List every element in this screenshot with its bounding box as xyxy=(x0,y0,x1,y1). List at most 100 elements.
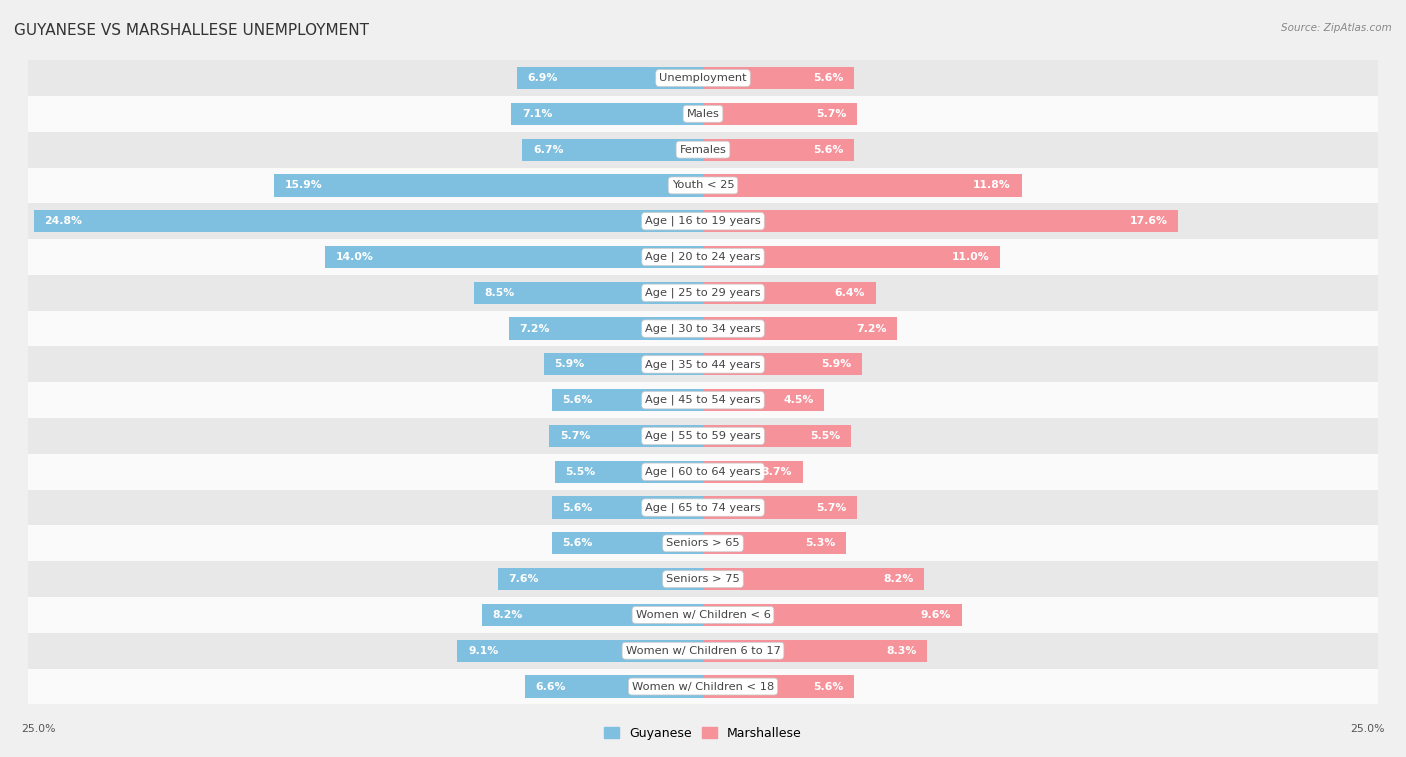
Bar xyxy=(550,425,703,447)
Text: 14.0%: 14.0% xyxy=(336,252,374,262)
Text: 5.9%: 5.9% xyxy=(821,360,852,369)
Bar xyxy=(551,532,703,554)
Text: 11.0%: 11.0% xyxy=(952,252,990,262)
Bar xyxy=(703,210,1178,232)
Text: Age | 30 to 34 years: Age | 30 to 34 years xyxy=(645,323,761,334)
Bar xyxy=(703,103,856,125)
Bar xyxy=(509,317,703,340)
Bar xyxy=(28,454,1378,490)
Text: 5.7%: 5.7% xyxy=(815,503,846,512)
Text: 5.7%: 5.7% xyxy=(560,431,591,441)
Text: Seniors > 75: Seniors > 75 xyxy=(666,574,740,584)
Text: 5.3%: 5.3% xyxy=(804,538,835,548)
Bar xyxy=(28,60,1378,96)
Bar xyxy=(498,568,703,590)
Bar xyxy=(28,310,1378,347)
Text: 25.0%: 25.0% xyxy=(21,724,56,734)
Text: 7.6%: 7.6% xyxy=(509,574,538,584)
Bar xyxy=(703,675,855,698)
Text: Age | 45 to 54 years: Age | 45 to 54 years xyxy=(645,395,761,406)
Text: 15.9%: 15.9% xyxy=(284,180,322,191)
Bar xyxy=(544,354,703,375)
Bar xyxy=(28,597,1378,633)
Text: 6.9%: 6.9% xyxy=(527,73,558,83)
Bar xyxy=(703,317,897,340)
Bar xyxy=(554,461,703,483)
Text: 5.6%: 5.6% xyxy=(562,503,593,512)
Bar xyxy=(703,640,927,662)
Text: 8.2%: 8.2% xyxy=(883,574,914,584)
Bar xyxy=(28,96,1378,132)
Text: Females: Females xyxy=(679,145,727,154)
Text: Age | 25 to 29 years: Age | 25 to 29 years xyxy=(645,288,761,298)
Text: 6.6%: 6.6% xyxy=(536,681,567,692)
Bar xyxy=(28,347,1378,382)
Bar xyxy=(325,246,703,268)
Bar xyxy=(703,604,962,626)
Bar xyxy=(517,67,703,89)
Bar xyxy=(28,167,1378,204)
Bar xyxy=(703,425,852,447)
Text: Women w/ Children 6 to 17: Women w/ Children 6 to 17 xyxy=(626,646,780,656)
Text: 9.6%: 9.6% xyxy=(921,610,952,620)
Text: Age | 55 to 59 years: Age | 55 to 59 years xyxy=(645,431,761,441)
Bar xyxy=(28,132,1378,167)
Bar xyxy=(28,239,1378,275)
Text: 25.0%: 25.0% xyxy=(1350,724,1385,734)
Text: 6.7%: 6.7% xyxy=(533,145,564,154)
Text: Women w/ Children < 6: Women w/ Children < 6 xyxy=(636,610,770,620)
Bar xyxy=(551,497,703,519)
Bar xyxy=(703,389,824,411)
Bar xyxy=(28,668,1378,705)
Text: 5.7%: 5.7% xyxy=(815,109,846,119)
Text: Age | 20 to 24 years: Age | 20 to 24 years xyxy=(645,252,761,262)
Bar xyxy=(703,246,1000,268)
Bar xyxy=(274,174,703,197)
Bar xyxy=(512,103,703,125)
Text: 11.8%: 11.8% xyxy=(973,180,1011,191)
Bar xyxy=(28,561,1378,597)
Bar xyxy=(28,382,1378,418)
Bar xyxy=(482,604,703,626)
Text: Age | 60 to 64 years: Age | 60 to 64 years xyxy=(645,466,761,477)
Bar xyxy=(28,633,1378,668)
Text: Age | 65 to 74 years: Age | 65 to 74 years xyxy=(645,503,761,512)
Text: Seniors > 65: Seniors > 65 xyxy=(666,538,740,548)
Bar xyxy=(703,461,803,483)
Text: Unemployment: Unemployment xyxy=(659,73,747,83)
Text: 3.7%: 3.7% xyxy=(762,467,792,477)
Text: 5.9%: 5.9% xyxy=(554,360,585,369)
Bar xyxy=(522,139,703,160)
Text: 7.2%: 7.2% xyxy=(519,323,550,334)
Bar xyxy=(28,490,1378,525)
Text: 4.5%: 4.5% xyxy=(783,395,814,405)
Bar xyxy=(703,532,846,554)
Text: 5.6%: 5.6% xyxy=(813,73,844,83)
Text: Males: Males xyxy=(686,109,720,119)
Text: 5.6%: 5.6% xyxy=(813,681,844,692)
Bar xyxy=(703,174,1022,197)
Text: 5.6%: 5.6% xyxy=(562,395,593,405)
Text: 8.3%: 8.3% xyxy=(886,646,917,656)
Text: Youth < 25: Youth < 25 xyxy=(672,180,734,191)
Text: 8.2%: 8.2% xyxy=(492,610,523,620)
Text: 24.8%: 24.8% xyxy=(45,217,83,226)
Legend: Guyanese, Marshallese: Guyanese, Marshallese xyxy=(599,722,807,745)
Bar xyxy=(703,139,855,160)
Text: 9.1%: 9.1% xyxy=(468,646,498,656)
Text: Age | 35 to 44 years: Age | 35 to 44 years xyxy=(645,359,761,369)
Text: 7.2%: 7.2% xyxy=(856,323,887,334)
Text: GUYANESE VS MARSHALLESE UNEMPLOYMENT: GUYANESE VS MARSHALLESE UNEMPLOYMENT xyxy=(14,23,368,38)
Bar xyxy=(34,210,703,232)
Bar xyxy=(703,67,855,89)
Bar xyxy=(703,354,862,375)
Bar xyxy=(703,497,856,519)
Text: 5.5%: 5.5% xyxy=(565,467,596,477)
Text: Age | 16 to 19 years: Age | 16 to 19 years xyxy=(645,216,761,226)
Text: 8.5%: 8.5% xyxy=(484,288,515,298)
Bar xyxy=(703,568,924,590)
Bar xyxy=(524,675,703,698)
Text: Women w/ Children < 18: Women w/ Children < 18 xyxy=(631,681,775,692)
Bar xyxy=(28,418,1378,454)
Bar xyxy=(474,282,703,304)
